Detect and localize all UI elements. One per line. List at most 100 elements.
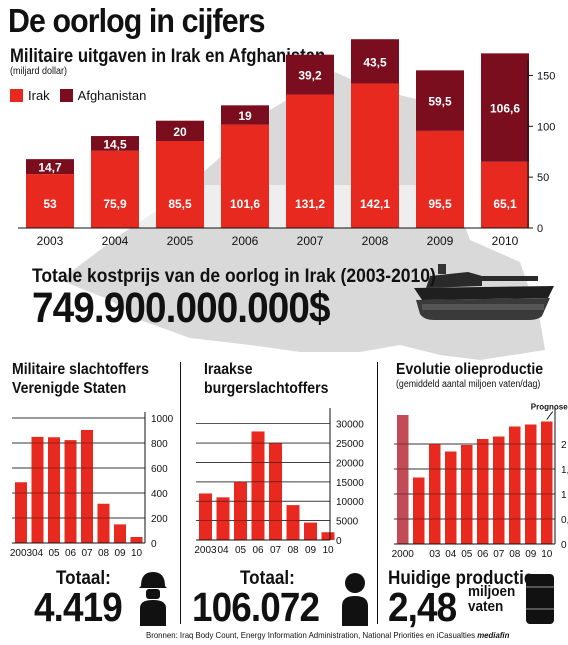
civ-x-tick-7: 10: [322, 545, 334, 556]
us-bar-1: [31, 436, 44, 543]
oil-x-tick-2: 03: [429, 549, 441, 560]
oil-x-tick-6: 07: [493, 549, 505, 560]
us-x-tick-0: 2003: [10, 548, 33, 559]
bar-irak-2003: [26, 174, 74, 228]
chart1-unit: (miljard dollar): [10, 66, 68, 77]
x-tick-2005: 2005: [167, 234, 194, 248]
label-afghanistan-2010: 106,6: [490, 102, 520, 116]
us-y-tick-0: 0: [151, 539, 157, 550]
civ-total-label: Totaal:: [240, 568, 295, 589]
y-tick-150: 150: [537, 70, 555, 82]
label-irak-2004: 75,9: [103, 197, 127, 211]
us-y-tick-200: 200: [151, 514, 168, 525]
us-y-tick-400: 400: [151, 489, 168, 500]
bar-afghanistan-2006: [221, 105, 269, 125]
sources-text: Bronnen: Iraq Body Count, Energy Informa…: [146, 630, 476, 640]
tank-icon: [414, 264, 554, 320]
x-tick-2003: 2003: [37, 234, 64, 248]
label-irak-2008: 142,1: [360, 197, 390, 211]
bar-irak-2004: [91, 150, 139, 228]
bar-irak-2005: [156, 141, 204, 228]
civ-x-tick-5: 08: [287, 545, 299, 556]
bar-afghanistan-2004: [91, 136, 139, 151]
civ-x-tick-3: 06: [252, 545, 264, 556]
us-x-tick-4: 07: [81, 548, 93, 559]
oil-x-tick-4: 05: [461, 549, 473, 560]
civ-bar-6: [304, 522, 317, 540]
oil-prognose-pointer: [546, 411, 554, 420]
bar-irak-2007: [286, 94, 334, 228]
oil-y-tick-2: 2: [561, 440, 567, 451]
brand-logo: mediafin: [477, 630, 510, 640]
oil-x-tick-7: 08: [509, 549, 521, 560]
label-afghanistan-2006: 19: [238, 109, 252, 123]
legend-label-afghanistan: Afghanistan: [77, 88, 147, 103]
bar-afghanistan-2010: [481, 53, 529, 162]
label-irak-2006: 101,6: [230, 197, 260, 211]
legend-item-afghanistan: Afghanistan: [59, 88, 147, 103]
oil-production-chart: 0 0,5 1 1,5 2 2000 03 04 05 06 07 08 09 10 Prognose: [392, 403, 568, 561]
civ-bar-3: [251, 431, 265, 540]
y-tick-50: 50: [537, 172, 549, 184]
us-y-tick-1000: 1000: [151, 414, 174, 425]
x-tick-2008: 2008: [362, 234, 389, 248]
bar-irak-2010: [481, 161, 529, 228]
oil-x-tick-0: 2000: [392, 549, 415, 560]
oil-bar-3: [445, 451, 457, 544]
oil-x-tick-5: 06: [477, 549, 489, 560]
oil-x-tick-9: 10: [541, 549, 553, 560]
chart1-legend: Irak Afghanistan: [10, 88, 146, 103]
civ-y-tick-0: 0: [336, 536, 342, 547]
civ-y-tick-20000: 20000: [336, 458, 364, 469]
civ-y-tick-15000: 15000: [336, 478, 364, 489]
x-tick-2007: 2007: [297, 234, 324, 248]
civ-x-tick-4: 07: [270, 545, 282, 556]
oil-x-tick-3: 04: [445, 549, 457, 560]
oil-y-tick-0: 0: [561, 540, 567, 551]
bar-afghanistan-2009: [416, 70, 464, 131]
us-bar-7: [130, 537, 143, 543]
x-tick-2010: 2010: [492, 234, 519, 248]
civ-bar-7: [321, 532, 335, 540]
x-tick-2006: 2006: [232, 234, 259, 248]
legend-label-irak: Irak: [28, 88, 50, 103]
us-x-tick-1: 04: [32, 548, 44, 559]
oil-prognose-label: Prognose: [531, 403, 568, 412]
oil-subtitle: (gemiddeld aantal miljoen vaten/dag): [396, 379, 541, 390]
spending-chart: 53 14,7 2003 75,9 14,5 2004 85,5 20 2005 101,6 19 2…: [18, 39, 555, 248]
civ-y-tick-10000: 10000: [336, 497, 364, 508]
us-bar-2: [48, 437, 60, 543]
us-casualties-chart: 0 200 400 600 800 1000 2003 04 05 06 07 08 09 10: [10, 412, 174, 559]
oil-y-tick-1,5: 1,5: [561, 465, 568, 476]
civ-y-tick-5000: 5000: [336, 517, 359, 528]
oil-bar-8: [525, 424, 537, 544]
bar-afghanistan-2008: [351, 39, 399, 84]
sources-note: Bronnen: Iraq Body Count, Energy Informa…: [146, 630, 509, 640]
label-irak-2010: 65,1: [493, 197, 517, 211]
soldier-helmet-icon: [139, 572, 167, 626]
label-afghanistan-2003: 14,7: [38, 161, 62, 175]
panel-divider-2: [377, 362, 378, 624]
label-afghanistan-2008: 43,5: [363, 55, 387, 69]
bar-afghanistan-2005: [156, 120, 204, 142]
oil-unit-line1: miljoen: [468, 583, 516, 600]
legend-swatch-irak: [10, 89, 23, 102]
us-y-tick-600: 600: [151, 464, 168, 475]
oil-bar-7: [509, 426, 521, 544]
civ-y-tick-30000: 30000: [336, 420, 364, 431]
civ-y-tick-25000: 25000: [336, 439, 364, 450]
us-x-tick-7: 10: [131, 548, 143, 559]
civ-casualties-title-line2: burgerslachtoffers: [204, 380, 329, 397]
legend-swatch-afghanistan: [59, 89, 73, 102]
civ-casualties-chart: 0 5000 10000 15000 20000 25000 30000 2003 04 05 06…: [194, 408, 364, 556]
bar-irak-2009: [416, 130, 464, 228]
oil-current-label: Huidige productie: [388, 568, 534, 589]
label-afghanistan-2004: 14,5: [103, 137, 127, 151]
us-x-tick-5: 08: [98, 548, 110, 559]
us-x-tick-3: 06: [65, 548, 77, 559]
legend-item-irak: Irak: [10, 88, 50, 103]
civ-bar-1: [216, 497, 230, 540]
us-x-tick-6: 09: [114, 548, 126, 559]
us-total-label: Totaal:: [56, 568, 111, 589]
